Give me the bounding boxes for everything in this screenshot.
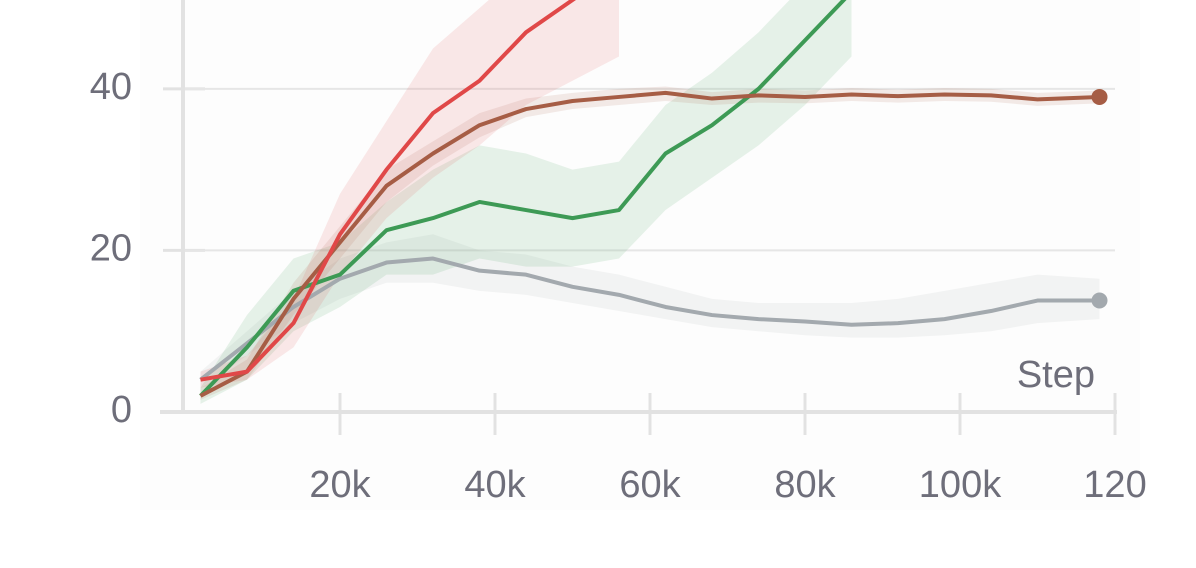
end-marker bbox=[1091, 88, 1108, 105]
band bbox=[200, 0, 619, 388]
y-tick-label: 20 bbox=[90, 227, 132, 269]
series-line bbox=[199, 256, 1100, 382]
x-tick-label: 60k bbox=[619, 464, 681, 506]
panel bbox=[140, 0, 1140, 510]
x-tick-label: 20k bbox=[309, 464, 371, 506]
axis-annotation: Step bbox=[1017, 354, 1095, 396]
lines bbox=[199, 0, 1100, 398]
x-tick-label: 80k bbox=[774, 464, 836, 506]
end-marker bbox=[1091, 292, 1108, 309]
band bbox=[200, 86, 1100, 400]
x-tick-label: 120 bbox=[1083, 464, 1146, 506]
series-line bbox=[199, 90, 1100, 398]
x-tick-label: 100k bbox=[919, 464, 1002, 506]
series-line bbox=[199, 0, 847, 398]
y-tick-label: 40 bbox=[90, 66, 132, 108]
band bbox=[200, 234, 1100, 388]
series-line bbox=[200, 0, 577, 382]
band bbox=[200, 0, 852, 404]
x-tick-label: 40k bbox=[464, 464, 526, 506]
y-tick-label: 0 bbox=[111, 389, 132, 431]
bands bbox=[200, 0, 1100, 404]
